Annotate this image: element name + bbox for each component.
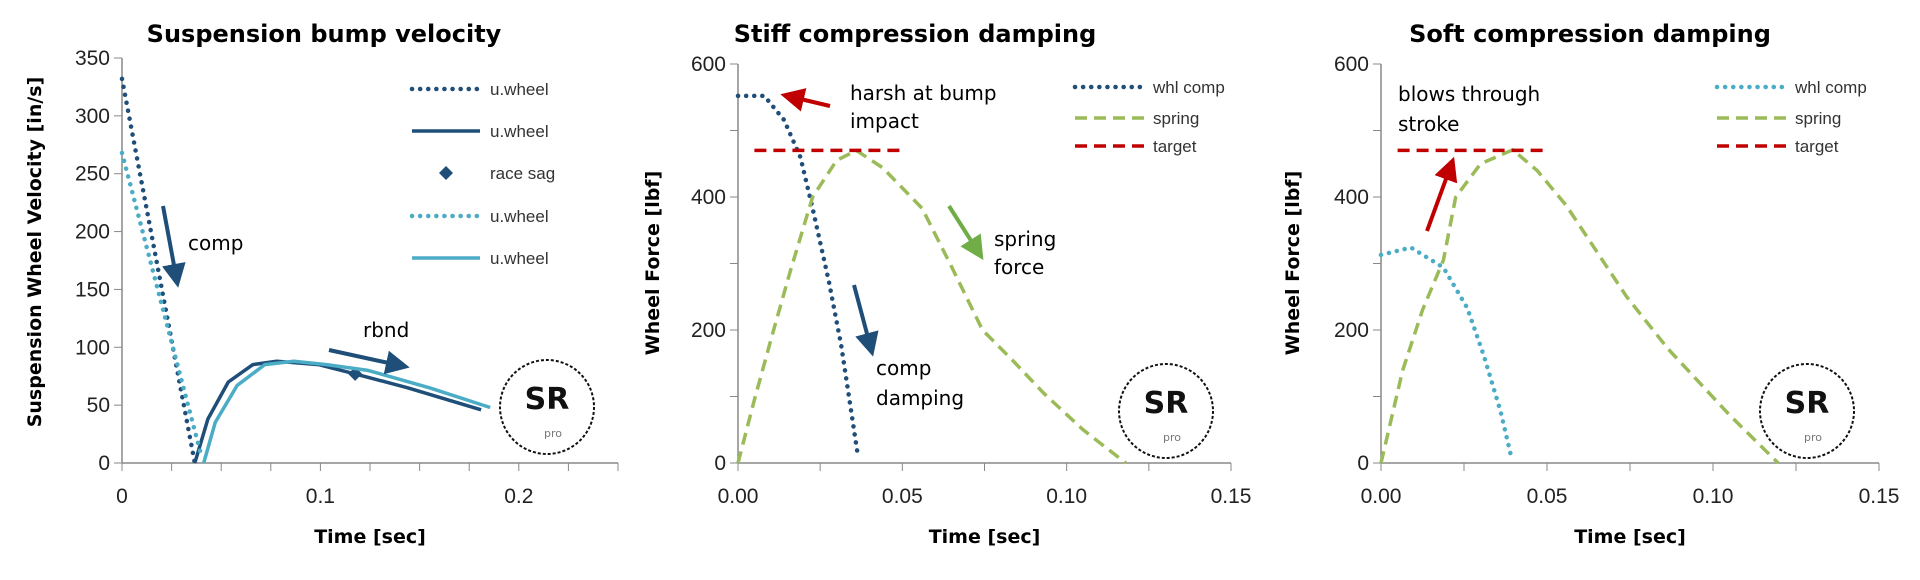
series-u-wheel-line (119, 150, 204, 459)
annotation-rbnd: rbnd (363, 318, 409, 342)
chart-stiff-compression-damping: Stiff compression damping 0.00 0.05 0.10 0.1… (642, 20, 1251, 548)
chart-title: Soft compression damping (1409, 20, 1771, 48)
x-tick-label: 0.10 (1046, 485, 1087, 508)
legend-label: race sag (490, 164, 555, 183)
x-axis-label: Time [sec] (929, 526, 1041, 548)
x-tick-label: 0.00 (718, 485, 759, 508)
y-tick-label: 600 (691, 53, 726, 76)
y-tick-label: 350 (75, 47, 110, 70)
legend-label: u.wheel (490, 122, 549, 141)
legend-label: u.wheel (490, 207, 549, 226)
y-tick-label: 200 (691, 319, 726, 342)
annotation-damping: damping (876, 386, 964, 410)
series-whl-comp-line (735, 93, 860, 454)
legend-label: target (1153, 137, 1197, 156)
watermark-pro: pro (544, 427, 562, 440)
y-tick-label: 0 (98, 452, 110, 475)
y-tick-label: 50 (87, 394, 110, 417)
y-tick-label: 600 (1334, 53, 1369, 76)
x-tick-label: 0.15 (1211, 485, 1252, 508)
annotation-force: force (994, 255, 1044, 279)
annotation-comp: comp (876, 356, 931, 380)
legend-label: whl comp (1794, 78, 1867, 97)
x-tick-label: 0.15 (1859, 485, 1900, 508)
series-whl-comp-line (1378, 245, 1513, 456)
annotation-comp: comp (188, 231, 243, 255)
x-tick-label: 0.00 (1361, 485, 1402, 508)
x-tick-label: 0.2 (504, 485, 533, 508)
legend-label: spring (1153, 109, 1199, 128)
y-tick-label: 0 (714, 452, 726, 475)
y-tick-label: 250 (75, 163, 110, 186)
annotation-spring: spring (994, 227, 1056, 251)
spring-force-arrow (947, 204, 984, 261)
annotation-blows-through: blows through (1398, 82, 1540, 106)
y-axis-label: Suspension Wheel Velocity [in/s] (24, 77, 46, 428)
y-tick-label: 100 (75, 336, 110, 359)
y-tick-label: 200 (75, 221, 110, 244)
y-tick-label: 200 (1334, 319, 1369, 342)
legend-label: spring (1795, 109, 1841, 128)
chart-title: Suspension bump velocity (147, 20, 502, 48)
annotation-stroke: stroke (1398, 112, 1459, 136)
annotation-impact: impact (850, 109, 919, 133)
watermark-ring (1759, 363, 1855, 459)
chart-suspension-bump-velocity: Suspension bump velocity 0 0.1 0.2 0 50 100 150… (24, 20, 619, 548)
y-tick-label: 150 (75, 278, 110, 301)
legend-label: u.wheel (490, 249, 549, 268)
watermark-sr-letters: SR (1785, 386, 1830, 421)
legend-marker-race-sag (439, 166, 453, 180)
chart-soft-compression-damping: Soft compression damping 0.00 0.05 0.10 0.15… (1282, 20, 1899, 548)
x-axis-label: Time [sec] (314, 526, 426, 548)
legend-label: target (1795, 137, 1839, 156)
rbnd-arrow (328, 348, 410, 375)
watermark-sr-letters: SR (525, 382, 570, 417)
y-axis-label: Wheel Force [lbf] (642, 171, 664, 356)
watermark-ring (1118, 363, 1214, 459)
x-tick-label: 0.1 (306, 485, 335, 508)
legend-label: whl comp (1152, 78, 1225, 97)
y-tick-label: 400 (691, 186, 726, 209)
watermark-pro: pro (1163, 431, 1181, 444)
x-axis-label: Time [sec] (1574, 526, 1686, 548)
x-tick-label: 0.10 (1693, 485, 1734, 508)
y-tick-label: 400 (1334, 186, 1369, 209)
chart-title: Stiff compression damping (734, 20, 1097, 48)
series-u-wheel-line (193, 359, 482, 464)
y-tick-label: 0 (1357, 452, 1369, 475)
shimrestackor-watermark-logo: SR pro (1118, 363, 1214, 459)
watermark-pro: pro (1804, 431, 1822, 444)
annotation-harsh-at-bump: harsh at bump (850, 81, 997, 105)
blows-through-arrow (1425, 156, 1458, 232)
x-tick-label: 0.05 (882, 485, 923, 508)
x-tick-label: 0.05 (1527, 485, 1568, 508)
harsh-arrow (780, 88, 831, 112)
series-u-wheel-line (119, 76, 198, 466)
y-tick-label: 300 (75, 105, 110, 128)
shimrestackor-watermark-logo: SR pro (499, 359, 595, 455)
legend-label: u.wheel (490, 80, 549, 99)
comp-arrow (161, 205, 186, 288)
series-spring-line (736, 148, 1127, 465)
shimrestackor-watermark-logo: SR pro (1759, 363, 1855, 459)
watermark-ring (499, 359, 595, 455)
y-axis-label: Wheel Force [lbf] (1282, 171, 1304, 356)
watermark-sr-letters: SR (1144, 386, 1189, 421)
x-tick-label: 0 (116, 485, 128, 508)
comp-damping-arrow (852, 284, 879, 357)
series-u-wheel-line (202, 359, 491, 464)
